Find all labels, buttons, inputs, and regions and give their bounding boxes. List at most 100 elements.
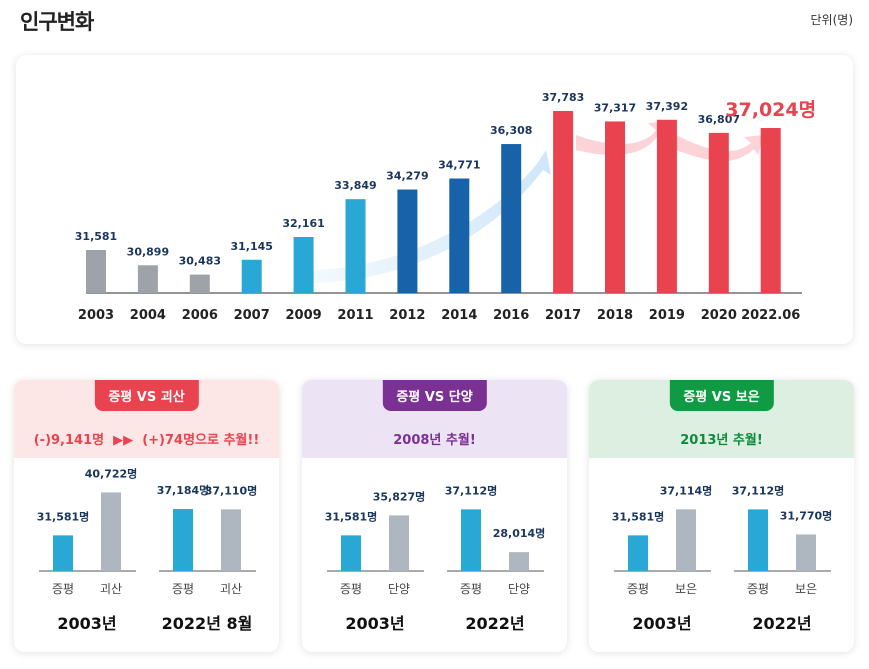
x-tick-label: 증평	[172, 582, 194, 596]
data-label: 28,014명	[493, 526, 546, 540]
bar-2014	[449, 178, 470, 293]
data-label: 32,161	[282, 217, 324, 230]
data-label: 31,581명	[37, 509, 90, 523]
data-label: 30,899	[127, 245, 169, 258]
comparison-badge: 증평 VS 보은	[669, 380, 774, 411]
data-label: 40,722명	[85, 466, 138, 480]
x-tick-label: 2007	[234, 308, 270, 323]
x-tick-label: 단양	[388, 582, 410, 596]
group-label: 2003년	[632, 614, 691, 633]
x-tick-label: 2006	[182, 308, 218, 323]
growth-arrow-red	[576, 121, 668, 155]
growth-arrow-blue	[306, 150, 551, 283]
comparison-badge: 증평 VS 괴산	[94, 380, 199, 411]
data-label: 37,112명	[445, 483, 498, 497]
x-tick-label: 보은	[675, 582, 697, 596]
bar-증평	[628, 535, 648, 571]
group-label: 2003년	[345, 614, 404, 633]
x-tick-label: 보은	[795, 582, 817, 596]
group-label: 2003년	[57, 614, 116, 633]
note-text: (+)74명으로 추월!!	[142, 433, 260, 448]
comparison-note: (-)9,141명 ▶▶ (+)74명으로 추월!!	[14, 429, 279, 448]
x-tick-label: 단양	[508, 582, 530, 596]
bar-2009	[293, 236, 314, 293]
x-tick-label: 괴산	[100, 582, 122, 596]
card-header: 증평 VS 괴산 (-)9,141명 ▶▶ (+)74명으로 추월!!	[14, 380, 279, 458]
data-label: 37,114명	[660, 483, 713, 497]
data-label: 31,581명	[612, 509, 665, 523]
comparison-note: 2008년 추월!	[302, 429, 567, 448]
page-title: 인구변화	[20, 10, 94, 34]
data-label: 31,581	[75, 230, 117, 243]
x-tick-label: 증평	[627, 582, 649, 596]
x-tick-label: 2022.06	[741, 308, 800, 323]
bar-증평	[173, 509, 193, 571]
bar-단양	[389, 515, 409, 571]
bar-2019	[656, 119, 677, 294]
x-tick-label: 2018	[597, 308, 633, 323]
card-header: 증평 VS 보은 2013년 추월!	[589, 380, 854, 458]
data-label: 37,112명	[732, 483, 785, 497]
x-tick-label: 2003	[78, 308, 114, 323]
note-text: 2008년 추월!	[393, 433, 476, 448]
x-tick-label: 2012	[389, 308, 425, 323]
data-label: 37,110명	[205, 483, 258, 497]
bar-2020	[708, 132, 729, 293]
population-chart-panel: 31,581 2003 30,899 2004 30,483 2006 31,145 2007…	[16, 55, 853, 344]
data-label: 37,317	[594, 101, 636, 114]
data-label: 31,145	[230, 240, 272, 253]
bar-보은	[676, 509, 696, 571]
x-tick-label: 2019	[649, 308, 685, 323]
compare-card-goesan: 증평 VS 괴산 (-)9,141명 ▶▶ (+)74명으로 추월!! 31,581…	[14, 380, 279, 652]
bar-2007	[241, 259, 262, 293]
data-label: 34,279	[386, 170, 428, 183]
unit-label: 단위(명)	[810, 13, 853, 27]
x-tick-label: 괴산	[220, 582, 242, 596]
data-label: 36,807	[698, 113, 740, 126]
data-label: 37,184명	[157, 483, 210, 497]
bar-2004	[137, 265, 158, 293]
arrow-icon: ▶▶	[113, 433, 143, 448]
bar-2011	[345, 199, 366, 293]
bar-2018	[605, 121, 625, 293]
data-label: 37,392	[646, 100, 688, 113]
data-label: 35,827명	[373, 489, 426, 503]
comparison-badge: 증평 VS 단양	[382, 380, 487, 411]
group-label: 2022년	[465, 614, 524, 633]
bar-증평	[53, 535, 73, 571]
bar-2012	[397, 189, 418, 293]
compare-card-danyang: 증평 VS 단양 2008년 추월! 31,581명 증평 35,827명 단양 2003년…	[302, 380, 567, 652]
x-tick-label: 증평	[460, 582, 482, 596]
x-tick-label: 2016	[493, 308, 529, 323]
note-text: 2013년 추월!	[680, 433, 763, 448]
bar-괴산	[221, 509, 241, 571]
bar-2003	[86, 249, 106, 293]
x-tick-label: 2004	[130, 308, 166, 323]
data-label: 36,308	[490, 124, 532, 137]
bar-보은	[796, 534, 816, 571]
population-bar-chart: 31,581 2003 30,899 2004 30,483 2006 31,145 2007…	[75, 91, 816, 323]
bar-증평	[461, 509, 481, 571]
group-label: 2022년 8월	[162, 614, 253, 633]
data-label: 34,771	[438, 159, 480, 172]
growth-arrow-red	[676, 135, 764, 162]
bar-2016	[501, 144, 522, 293]
data-label: 37,783	[542, 91, 584, 104]
x-tick-label: 2009	[286, 308, 322, 323]
data-label: 30,483	[179, 255, 221, 268]
data-label: 33,849	[334, 179, 376, 192]
x-tick-label: 2011	[337, 308, 373, 323]
note-text: (-)9,141명	[33, 433, 114, 448]
bar-2017	[553, 111, 574, 293]
x-tick-label: 2020	[701, 308, 737, 323]
bar-2006	[189, 274, 210, 293]
x-tick-label: 증평	[747, 582, 769, 596]
x-tick-label: 증평	[52, 582, 74, 596]
bar-증평	[341, 535, 361, 571]
data-label: 37,024명	[725, 99, 816, 121]
bar-단양	[509, 552, 529, 571]
